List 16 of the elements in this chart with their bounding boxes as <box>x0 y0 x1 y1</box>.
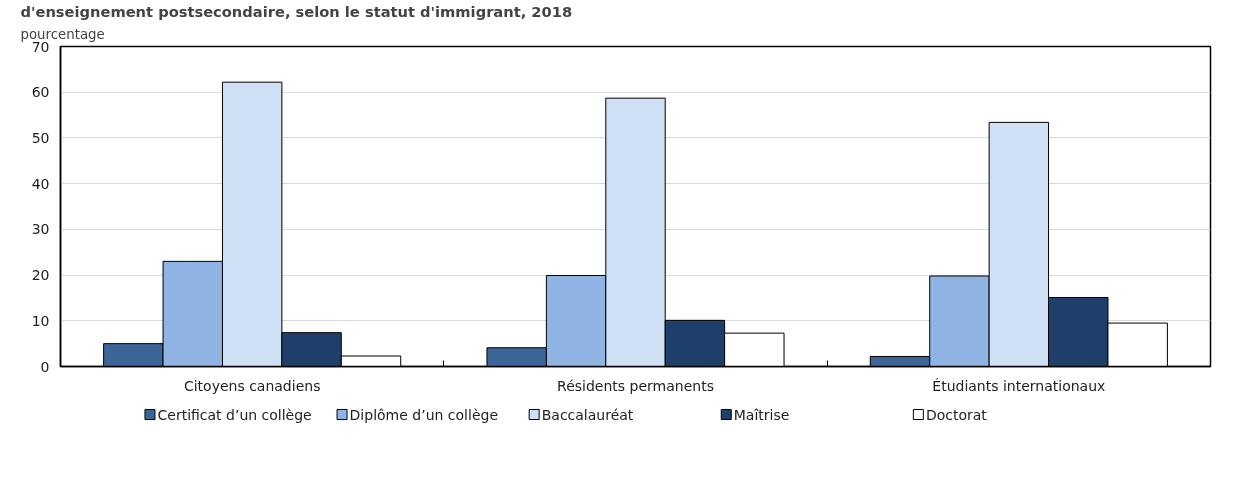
legend-label: Doctorat <box>925 406 988 423</box>
x-tick-label: Résidents permanents <box>557 377 714 394</box>
legend-label: Diplôme d’un collège <box>349 406 498 423</box>
legend-label: Baccalauréat <box>541 406 634 423</box>
y-tick-label: 60 <box>31 84 50 101</box>
y-tick-label: 0 <box>40 358 50 375</box>
x-tick-label: Citoyens canadiens <box>183 377 321 394</box>
y-tick-label: 20 <box>31 267 50 284</box>
y-tick-label: 50 <box>31 129 50 146</box>
chart-title: d'enseignement postsecondaire, selon le statut d'immigrant, 2018 <box>20 2 573 20</box>
legend-label: Maîtrise <box>733 406 790 423</box>
x-tick-label: Étudiants internationaux <box>932 377 1106 394</box>
legend-label: Certificat d’un collège <box>157 406 312 423</box>
y-tick-label: 30 <box>31 221 50 238</box>
y-tick-label: 40 <box>31 175 50 192</box>
y-tick-label: 10 <box>31 312 50 329</box>
